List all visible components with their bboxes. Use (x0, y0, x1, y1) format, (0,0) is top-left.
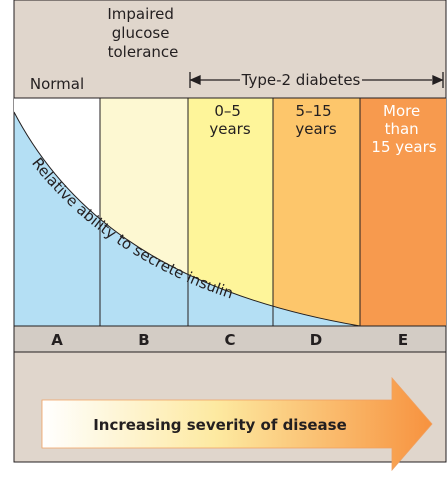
letter-b: B (138, 331, 149, 349)
letter-row (13, 325, 447, 353)
letter-c: C (224, 331, 235, 349)
subtitle-e: More than 15 years (371, 102, 436, 156)
arrow-label: Increasing severity of disease (93, 416, 347, 434)
severity-arrow (41, 376, 433, 472)
letter-e: E (398, 331, 408, 349)
column-e (360, 98, 446, 326)
letter-d: D (310, 331, 322, 349)
column-d (273, 98, 360, 326)
diabetes-label: Type-2 diabetes (241, 71, 361, 89)
dividers (14, 97, 446, 326)
letter-a: A (51, 331, 63, 349)
subtitle-d: 5–15 years (295, 102, 336, 138)
normal-label: Normal (30, 75, 84, 93)
subtitle-c: 0–5 years (209, 102, 250, 138)
diabetes-span (189, 72, 444, 88)
impaired-label: Impaired glucose tolerance (107, 5, 178, 61)
